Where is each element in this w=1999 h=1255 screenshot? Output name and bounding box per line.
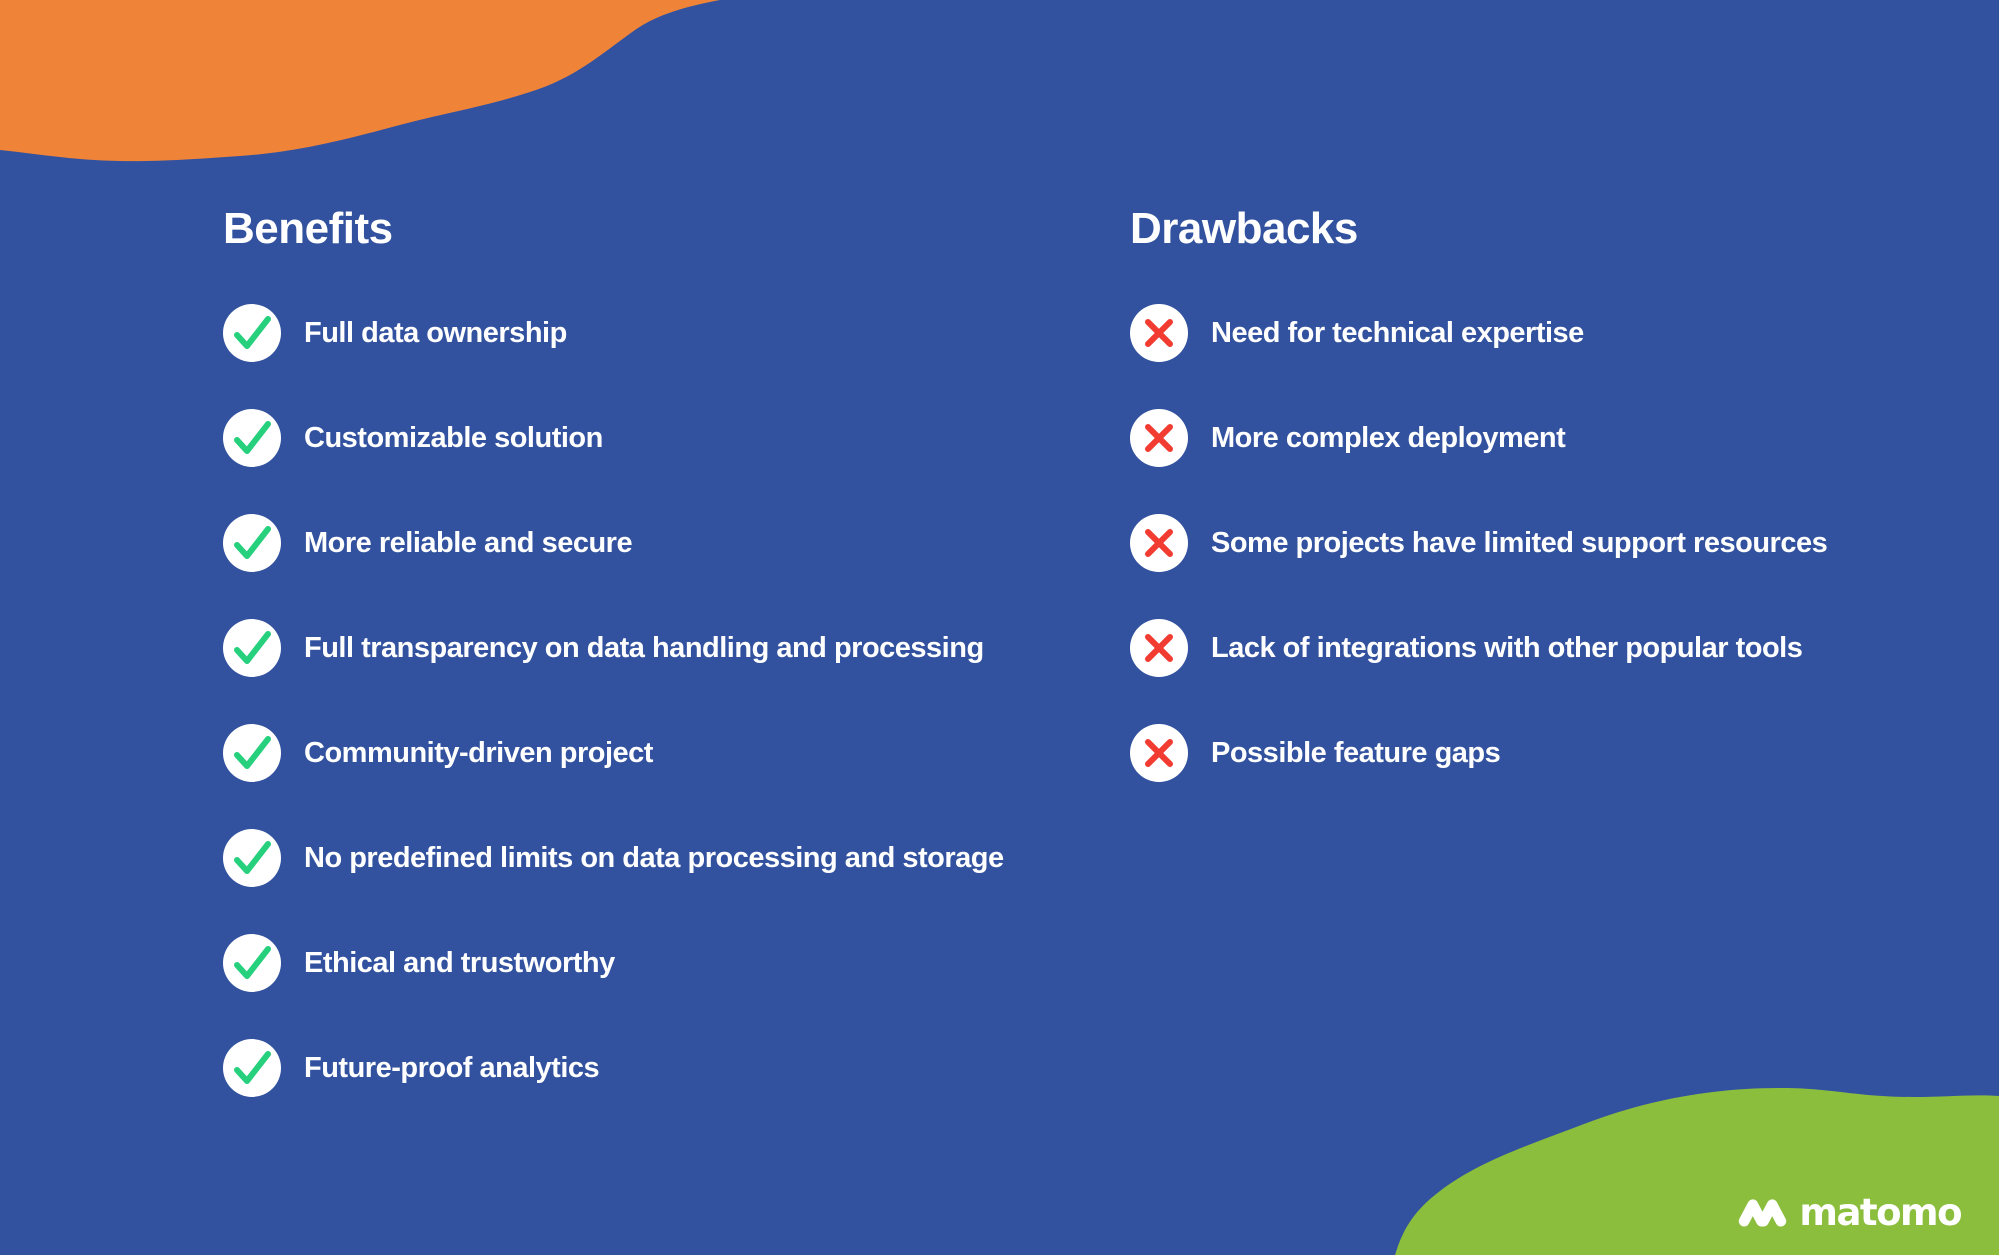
check-circle-badge <box>223 829 281 887</box>
cross-icon <box>1145 529 1173 557</box>
benefit-item-label: No predefined limits on data processing … <box>304 841 1004 874</box>
check-circle-badge <box>223 619 281 677</box>
benefits-list: Full data ownership Customizable solutio… <box>223 304 1004 1097</box>
benefit-item: Full data ownership <box>223 304 1004 362</box>
benefits-heading: Benefits <box>223 204 393 253</box>
drawback-item: Need for technical expertise <box>1130 304 1827 362</box>
benefit-item: Community-driven project <box>223 724 1004 782</box>
check-circle-badge <box>223 409 281 467</box>
matomo-mark-icon <box>1736 1197 1789 1228</box>
drawback-item-label: Need for technical expertise <box>1211 316 1584 349</box>
check-circle-badge <box>223 514 281 572</box>
check-icon <box>234 631 271 664</box>
drawback-item-label: Lack of integrations with other popular … <box>1211 631 1803 664</box>
benefit-item: Customizable solution <box>223 409 1004 467</box>
check-icon <box>234 526 271 559</box>
check-circle-badge <box>223 934 281 992</box>
benefit-item-label: Community-driven project <box>304 736 653 769</box>
drawback-item-label: Possible feature gaps <box>1211 736 1501 769</box>
cross-circle-badge <box>1130 409 1188 467</box>
benefit-item-label: Future-proof analytics <box>304 1051 600 1084</box>
check-icon <box>234 1051 271 1084</box>
drawback-item: Possible feature gaps <box>1130 724 1827 782</box>
check-circle-badge <box>223 304 281 362</box>
benefit-item-label: Customizable solution <box>304 421 603 454</box>
cross-circle-badge <box>1130 724 1188 782</box>
cross-icon <box>1145 424 1173 452</box>
matomo-wordmark: matomo <box>1799 1191 1962 1234</box>
cross-icon <box>1145 739 1173 767</box>
cross-circle-badge <box>1130 619 1188 677</box>
check-icon <box>234 946 271 979</box>
drawback-item: Some projects have limited support resou… <box>1130 514 1828 572</box>
matomo-logo: matomo <box>1736 1191 1962 1234</box>
cross-circle-badge <box>1130 304 1188 362</box>
check-icon <box>234 736 271 769</box>
benefit-item: No predefined limits on data processing … <box>223 829 1004 887</box>
benefit-item: Future-proof analytics <box>223 1039 1004 1097</box>
check-icon <box>234 841 271 874</box>
benefit-item-label: Ethical and trustworthy <box>304 946 615 979</box>
cross-circle-badge <box>1130 514 1188 572</box>
orange-blob-shape <box>0 0 720 162</box>
benefit-item-label: More reliable and secure <box>304 526 633 559</box>
check-icon <box>234 316 271 349</box>
drawbacks-heading: Drawbacks <box>1130 204 1358 253</box>
benefit-item-label: Full data ownership <box>304 316 567 349</box>
drawback-item-label: More complex deployment <box>1211 421 1566 454</box>
cross-icon <box>1145 319 1173 347</box>
drawbacks-list: Need for technical expertise More comple… <box>1130 304 1828 782</box>
benefit-item: Full transparency on data handling and p… <box>223 619 1004 677</box>
drawbacks-column: Drawbacks Need for technical expertise <box>1130 204 1828 782</box>
drawback-item: More complex deployment <box>1130 409 1827 467</box>
check-circle-badge <box>223 1039 281 1097</box>
benefits-column: Benefits Full data ownership <box>223 206 1004 1097</box>
check-circle-badge <box>223 724 281 782</box>
drawback-item: Lack of integrations with other popular … <box>1130 619 1827 677</box>
cross-icon <box>1145 634 1173 662</box>
benefit-item-label: Full transparency on data handling and p… <box>304 631 984 664</box>
drawback-item-label: Some projects have limited support resou… <box>1211 526 1828 559</box>
benefit-item: More reliable and secure <box>223 514 1004 572</box>
check-icon <box>234 421 271 454</box>
benefit-item: Ethical and trustworthy <box>223 934 1004 992</box>
